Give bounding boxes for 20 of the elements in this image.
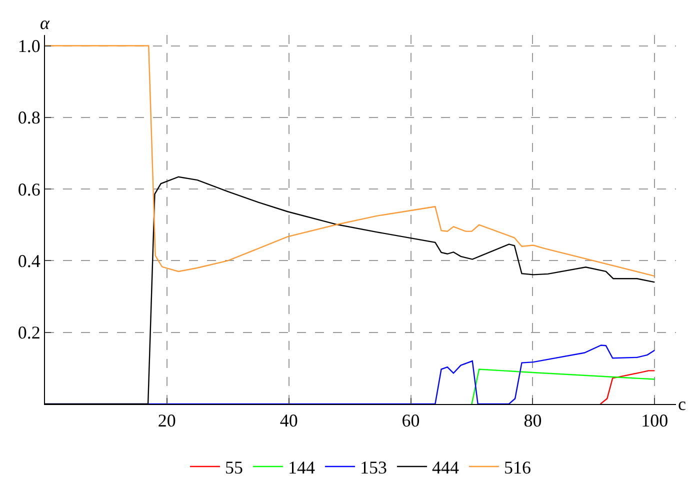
x-tick-label: 40: [280, 410, 298, 431]
legend-label: 144: [288, 458, 315, 478]
legend-label: 516: [504, 458, 531, 478]
y-tick-label: 0.2: [18, 322, 40, 343]
x-tick-label: 80: [524, 410, 542, 431]
x-tick-label: 60: [402, 410, 420, 431]
x-tick-label: 20: [158, 410, 176, 431]
y-tick-label: 0.6: [18, 179, 40, 200]
x-axis-title: c: [678, 394, 686, 414]
y-tick-label: 0.8: [18, 108, 40, 128]
legend-label: 55: [225, 458, 243, 478]
y-tick-label: 1.0: [18, 36, 40, 56]
y-axis-title: α: [40, 13, 50, 33]
legend-label: 153: [360, 458, 387, 478]
line-series: [471, 368, 656, 404]
line-series: [45, 45, 656, 277]
line-series: [600, 370, 656, 404]
y-tick-label: 0.4: [18, 251, 40, 271]
x-tick-label: 100: [641, 410, 668, 431]
legend-label: 444: [432, 458, 459, 478]
